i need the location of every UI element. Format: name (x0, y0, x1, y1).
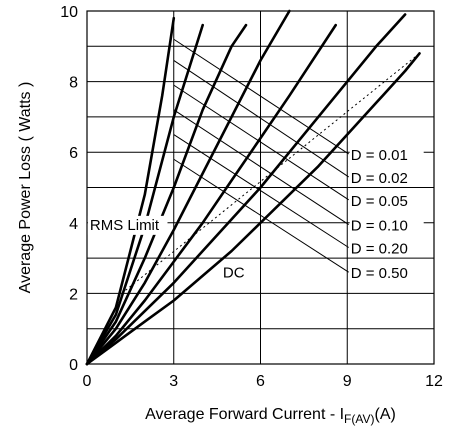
x-tick-label: 9 (343, 373, 352, 390)
x-tick-label: 6 (256, 373, 265, 390)
annotations: RMS Limit DC (87, 215, 245, 283)
annotation-backdrop (87, 215, 168, 235)
leader-line-d-0-10 (173, 109, 349, 225)
y-tick-label: 6 (69, 145, 78, 162)
leader-line-d-0-05 (173, 84, 349, 201)
x-tick-label: 3 (169, 373, 178, 390)
label-backdrop (349, 145, 424, 164)
leader-line-d-0-20 (173, 134, 349, 248)
curve-dc (85, 52, 421, 366)
x-tick-labels: 0 3 6 9 12 (83, 373, 443, 390)
y-tick-label: 4 (69, 216, 78, 233)
label-backdrop (349, 264, 424, 283)
annotation-backdrop (220, 263, 242, 283)
label-backdrop (349, 239, 424, 258)
curve-d-0-01 (85, 16, 176, 366)
y-axis-label: Average Power Loss ( Watts ) (17, 82, 34, 294)
label-d-0-50: D = 0.50 (351, 265, 408, 282)
y-tick-labels: 0 2 4 6 8 10 (60, 4, 78, 374)
label-d-0-01: D = 0.01 (351, 147, 408, 164)
leader-line-d-0-50 (173, 158, 349, 273)
label-d-0-10: D = 0.10 (351, 218, 408, 235)
y-tick-label: 2 (69, 286, 78, 303)
curve-d-0-10 (85, 9, 291, 366)
curve-d-0-20 (85, 23, 337, 366)
label-backdrop (349, 168, 424, 187)
x-axis-label: Average Forward Current - IF(AV)(A) (145, 406, 396, 426)
y-tick-label: 8 (69, 75, 78, 92)
curve-d-0-50 (85, 13, 407, 366)
label-d-0-05: D = 0.05 (351, 193, 408, 210)
leader-line-d-0-02 (173, 60, 349, 178)
annotation-dc: DC (223, 265, 245, 282)
y-tick-label: 0 (69, 357, 78, 374)
label-d-0-02: D = 0.02 (351, 170, 408, 187)
duty-cycle-labels: D = 0.01 D = 0.02 D = 0.05 D = 0.10 D = 0.20… (349, 145, 424, 283)
leader-line-d-0-01 (173, 38, 349, 155)
duty-cycle-leader-lines (173, 38, 349, 273)
label-d-0-20: D = 0.20 (351, 241, 408, 258)
label-backdrop (349, 191, 424, 210)
curve-d-0-05 (85, 23, 248, 366)
x-tick-label: 0 (83, 373, 92, 390)
annotation-rms-limit: RMS Limit (90, 217, 160, 234)
x-tick-label: 12 (425, 373, 443, 390)
plot-frame (86, 10, 435, 365)
label-backdrop (349, 216, 424, 235)
y-tick-label: 10 (60, 4, 78, 21)
